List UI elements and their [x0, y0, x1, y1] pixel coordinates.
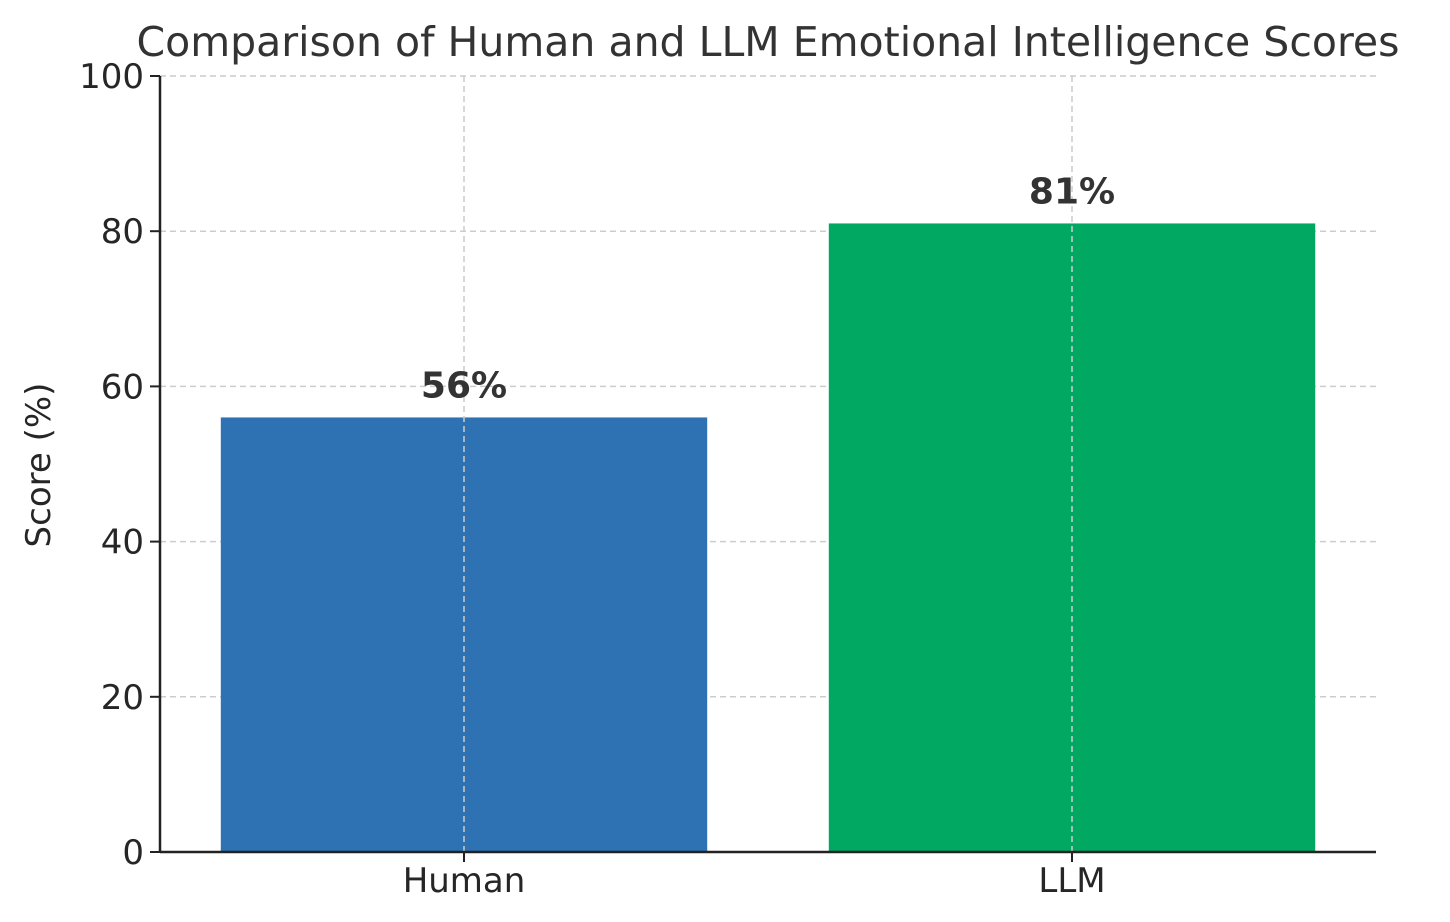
x-tick-label: Human	[403, 861, 526, 901]
axes	[150, 75, 1376, 862]
x-tick-label: LLM	[1038, 861, 1105, 901]
y-tick-label: 0	[122, 833, 144, 873]
value-label: 56%	[421, 365, 507, 406]
y-tick-label: 40	[101, 523, 144, 563]
bars	[220, 223, 1316, 852]
y-tick-label: 60	[101, 367, 144, 407]
y-axis-label: Score (%)	[19, 383, 59, 548]
y-tick-label: 100	[79, 57, 144, 97]
labels: 0 20 40 60 80 100 56% Human 81% LLM	[79, 57, 1115, 901]
y-tick-label: 20	[101, 678, 144, 718]
y-tick-label: 80	[101, 212, 144, 252]
value-label: 81%	[1029, 171, 1115, 212]
chart-title: Comparison of Human and LLM Emotional In…	[136, 18, 1399, 66]
